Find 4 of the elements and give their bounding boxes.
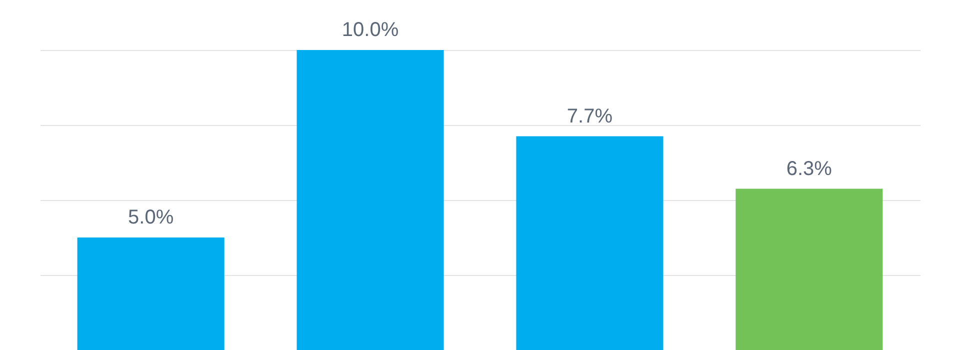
data-label: 5.0% bbox=[128, 206, 174, 228]
data-label: 10.0% bbox=[342, 19, 399, 41]
data-label: 6.3% bbox=[786, 158, 832, 180]
data-label: 7.7% bbox=[566, 105, 613, 128]
